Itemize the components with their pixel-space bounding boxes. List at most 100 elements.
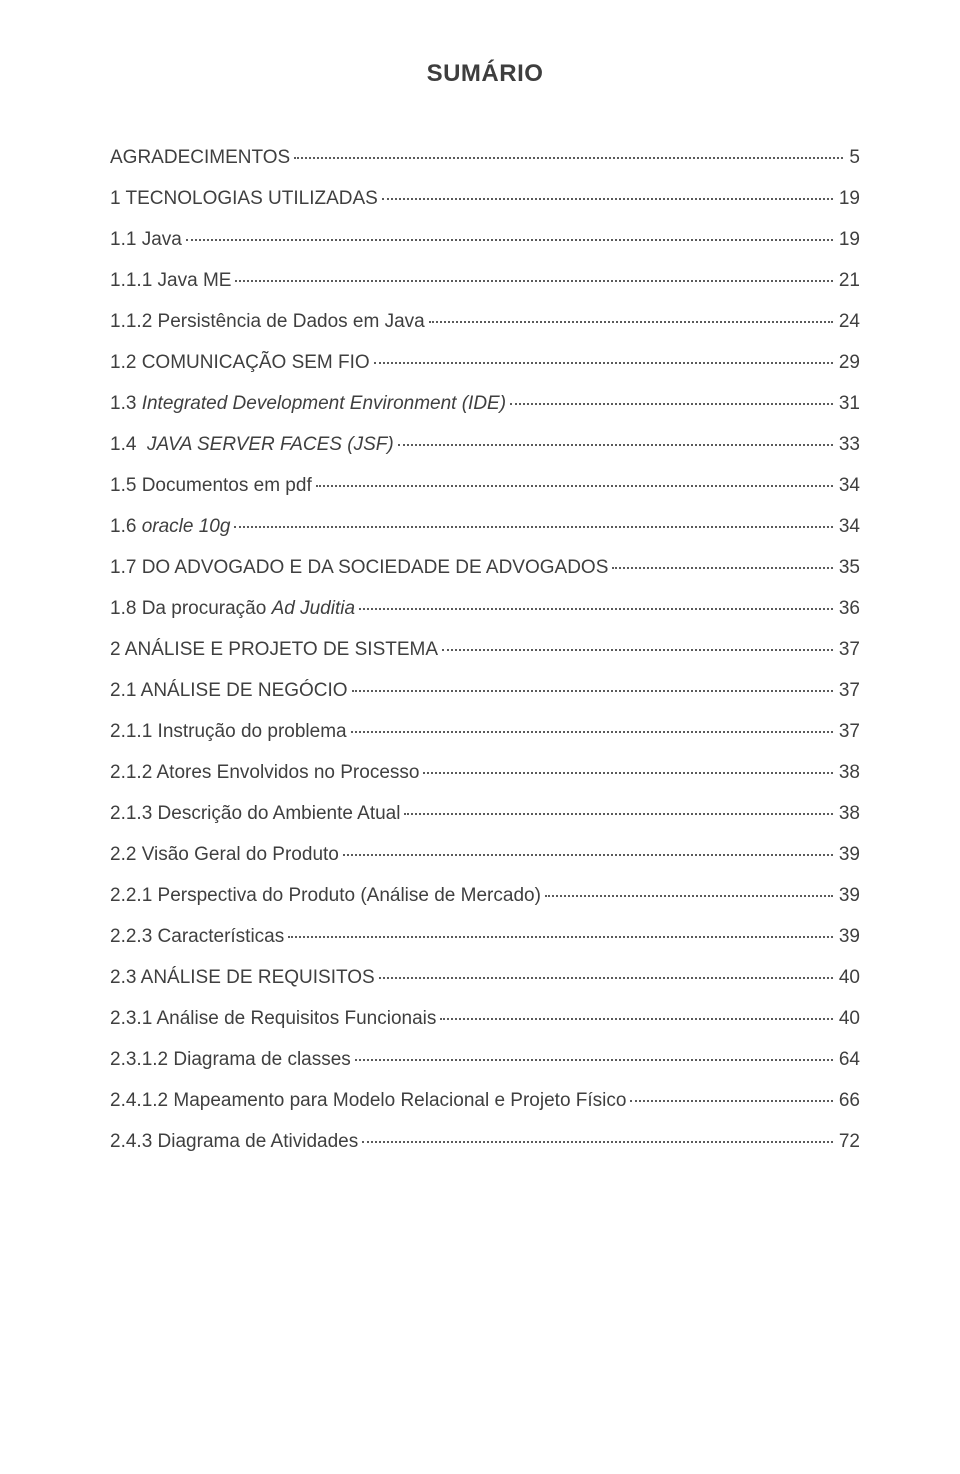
toc-entry-label-prefix: 1.4 [110,434,147,455]
toc-entry-label: 1.1 Java [110,230,182,249]
toc-entry-page: 37 [837,722,860,741]
toc-entry-page: 37 [837,681,860,700]
toc-leader [379,977,833,979]
toc-entry: 1.7 DO ADVOGADO E DA SOCIEDADE DE ADVOGA… [110,558,860,577]
toc-leader [545,895,833,897]
toc-entry-label: 2.1 ANÁLISE DE NEGÓCIO [110,681,348,700]
toc-entry-page: 31 [837,394,860,413]
toc-entry: 2.2.1 Perspectiva do Produto (Análise de… [110,886,860,905]
toc-entry: 2.4.3 Diagrama de Atividades 72 [110,1132,860,1151]
toc-leader [343,854,833,856]
toc-entry-page: 40 [837,1009,860,1028]
toc-entry-label: 1.6 oracle 10g [110,517,230,536]
toc-entry-page: 37 [837,640,860,659]
toc-entry-label: 2 ANÁLISE E PROJETO DE SISTEMA [110,640,438,659]
toc-entry: AGRADECIMENTOS 5 [110,148,860,167]
toc-entry-page: 33 [837,435,860,454]
toc-leader [235,280,832,282]
toc-entry-page: 39 [837,845,860,864]
toc-entry-page: 64 [837,1050,860,1069]
toc-entry: 2.1 ANÁLISE DE NEGÓCIO 37 [110,681,860,700]
toc-entry-label: 1.1.1 Java ME [110,271,231,290]
toc-leader [510,403,833,405]
toc-leader [630,1100,832,1102]
toc-entry-label-italic: Ad Juditia [272,598,355,619]
toc-entry-page: 5 [847,148,860,167]
toc-entry-label: 1.5 Documentos em pdf [110,476,312,495]
toc-leader [294,157,843,159]
toc-leader [352,690,833,692]
toc-entry-label: 2.1.1 Instrução do problema [110,722,347,741]
toc-entry-page: 38 [837,763,860,782]
toc-entry-label: 1 TECNOLOGIAS UTILIZADAS [110,189,378,208]
toc-entry: 1.1 Java19 [110,230,860,249]
toc-entry: 2.1.2 Atores Envolvidos no Processo 38 [110,763,860,782]
toc-entry: 2.3.1 Análise de Requisitos Funcionais 40 [110,1009,860,1028]
toc-leader [429,321,833,323]
toc-leader [440,1018,832,1020]
toc-entry: 2 ANÁLISE E PROJETO DE SISTEMA 37 [110,640,860,659]
toc-entry: 1.5 Documentos em pdf 34 [110,476,860,495]
toc-leader [442,649,833,651]
toc-entry-label: 2.4.3 Diagrama de Atividades [110,1132,358,1151]
toc-leader [355,1059,833,1061]
toc-leader [612,567,832,569]
toc-entry: 2.3 ANÁLISE DE REQUISITOS 40 [110,968,860,987]
toc-entry: 1.6 oracle 10g 34 [110,517,860,536]
toc-leader [398,444,833,446]
toc-entry-label: 2.1.2 Atores Envolvidos no Processo [110,763,419,782]
toc-entry-label: 1.7 DO ADVOGADO E DA SOCIEDADE DE ADVOGA… [110,558,608,577]
toc-entry-label: 2.2.3 Características [110,927,284,946]
toc-title: SUMÁRIO [110,60,860,88]
toc-entry: 1.8 Da procuração Ad Juditia36 [110,599,860,618]
toc-entry-label-italic: Integrated Development Environment (IDE) [142,393,506,414]
toc-entry-label: 2.2.1 Perspectiva do Produto (Análise de… [110,886,541,905]
toc-entry: 2.1.3 Descrição do Ambiente Atual 38 [110,804,860,823]
toc-entry: 1.1.2 Persistência de Dados em Java24 [110,312,860,331]
toc-entry-page: 72 [837,1132,860,1151]
toc-leader [382,198,833,200]
toc-leader [423,772,832,774]
toc-entry: 1.1.1 Java ME 21 [110,271,860,290]
toc-entry-page: 34 [837,517,860,536]
toc-entry-page: 35 [837,558,860,577]
toc-entry-label: AGRADECIMENTOS [110,148,290,167]
toc-entry-label: 1.2 COMUNICAÇÃO SEM FIO [110,353,370,372]
toc-entry: 2.2.3 Características 39 [110,927,860,946]
toc-entry-label-prefix: 1.6 [110,516,142,537]
toc-entry-label: 1.1.2 Persistência de Dados em Java [110,312,425,331]
toc-entry-label: 2.2 Visão Geral do Produto [110,845,339,864]
toc-leader [362,1141,833,1143]
toc-entry-page: 66 [837,1091,860,1110]
toc-entry-label: 2.1.3 Descrição do Ambiente Atual [110,804,400,823]
toc-entry-page: 34 [837,476,860,495]
toc-entry: 2.2 Visão Geral do Produto 39 [110,845,860,864]
toc-entry-label: 2.3 ANÁLISE DE REQUISITOS [110,968,375,987]
toc-entry-page: 38 [837,804,860,823]
toc-entry: 2.4.1.2 Mapeamento para Modelo Relaciona… [110,1091,860,1110]
toc-entry-label-italic: JAVA SERVER FACES (JSF) [147,434,394,455]
toc-entry: 1 TECNOLOGIAS UTILIZADAS 19 [110,189,860,208]
toc-entry: 1.4 JAVA SERVER FACES (JSF) 33 [110,435,860,454]
toc-leader [351,731,833,733]
toc-entry: 2.3.1.2 Diagrama de classes 64 [110,1050,860,1069]
toc-leader [316,485,833,487]
toc-entry-page: 36 [837,599,860,618]
toc-entry: 1.3 Integrated Development Environment (… [110,394,860,413]
toc-entry-page: 21 [837,271,860,290]
toc-entry-page: 29 [837,353,860,372]
toc-list: AGRADECIMENTOS51 TECNOLOGIAS UTILIZADAS1… [110,148,860,1151]
toc-entry-label: 2.3.1.2 Diagrama de classes [110,1050,351,1069]
toc-entry-label-italic: oracle 10g [142,516,231,537]
toc-entry-page: 39 [837,927,860,946]
toc-entry: 1.2 COMUNICAÇÃO SEM FIO 29 [110,353,860,372]
toc-leader [404,813,832,815]
toc-entry-label: 2.4.1.2 Mapeamento para Modelo Relaciona… [110,1091,626,1110]
toc-leader [359,608,833,610]
toc-entry-label: 2.3.1 Análise de Requisitos Funcionais [110,1009,436,1028]
toc-leader [234,526,832,528]
toc-entry-page: 40 [837,968,860,987]
toc-entry-page: 19 [837,189,860,208]
toc-leader [288,936,833,938]
toc-leader [374,362,833,364]
